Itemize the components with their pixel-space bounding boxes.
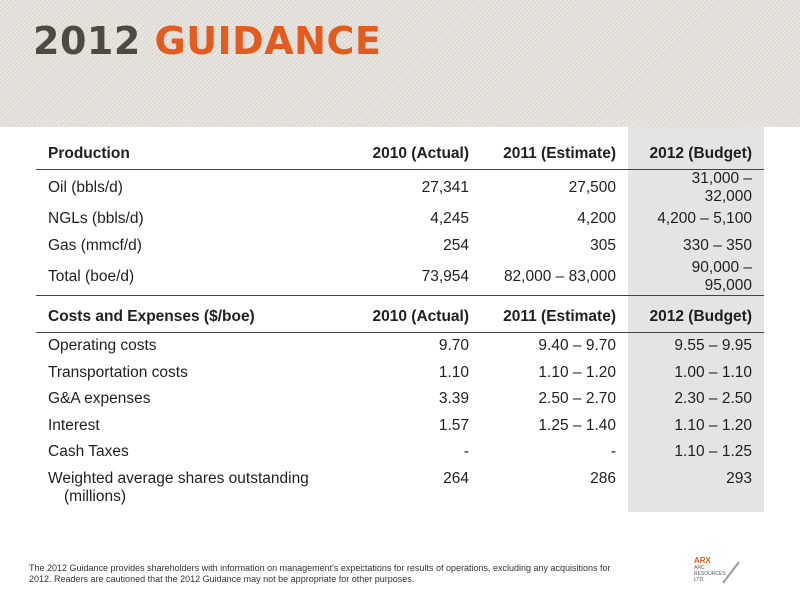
header-2010: 2010 (Actual): [356, 139, 481, 170]
title-year: 2012: [33, 19, 141, 63]
value-2012: 9.55 – 9.95: [674, 337, 752, 354]
value-2010: 27,341: [421, 179, 469, 196]
value-2011: 1.25 – 1.40: [538, 416, 616, 434]
value-2012: 1.10 – 1.20: [674, 416, 752, 434]
header-2010: 2010 (Actual): [356, 302, 481, 333]
row-label: Oil (bbls/d): [48, 179, 123, 196]
row-label: Operating costs: [48, 337, 157, 354]
value-2011: 286: [590, 469, 616, 487]
table-row: Transportation costs 1.10 1.10 – 1.20 1.…: [36, 360, 764, 387]
value-2011: 1.10 – 1.20: [538, 363, 616, 381]
row-label: G&A expenses: [48, 390, 151, 407]
value-2011: 82,000 – 83,000: [481, 259, 628, 296]
value-2012: 31,000 – 32,000: [691, 170, 752, 205]
value-2011: 305: [590, 236, 616, 254]
value-2010: 264: [443, 469, 469, 487]
table-row: Weighted average shares outstanding (mill…: [36, 466, 764, 506]
row-label: Weighted average shares outstanding (mill…: [36, 466, 356, 506]
value-2012: 1.10 – 1.25: [674, 443, 752, 460]
value-2012: 1.00 – 1.10: [674, 363, 752, 381]
row-label: Interest: [48, 416, 100, 434]
costs-header-label: Costs and Expenses ($/boe): [36, 302, 356, 333]
company-logo: ARX ARC RESOURCES LTD.: [694, 557, 744, 589]
value-2010: 73,954: [356, 259, 481, 296]
value-2012: 330 – 350: [683, 236, 752, 254]
value-2010: 1.10: [438, 363, 469, 381]
value-2011: -: [610, 443, 616, 460]
production-table: Production 2010 (Actual) 2011 (Estimate)…: [36, 139, 764, 296]
logo-brand: ARX: [694, 556, 711, 565]
value-2010: 9.70: [438, 337, 469, 354]
table-row: Cash Taxes - - 1.10 – 1.25: [36, 439, 764, 466]
title-word: GUIDANCE: [154, 19, 382, 63]
value-2011: 27,500: [568, 179, 616, 196]
logo-slash-icon: [722, 561, 740, 584]
header-2012: 2012 (Budget): [628, 302, 764, 333]
value-2010: 3.39: [438, 390, 469, 407]
value-2012: 90,000 – 95,000: [628, 259, 764, 296]
table-row: Oil (bbls/d) 27,341 27,500 31,000 – 32,0…: [36, 170, 764, 207]
costs-table: Costs and Expenses ($/boe) 2010 (Actual)…: [36, 302, 764, 506]
table-row: Gas (mmcf/d) 254 305 330 – 350: [36, 233, 764, 260]
production-header-row: Production 2010 (Actual) 2011 (Estimate)…: [36, 139, 764, 170]
table-row: G&A expenses 3.39 2.50 – 2.70 2.30 – 2.5…: [36, 386, 764, 413]
value-2011: 9.40 – 9.70: [538, 337, 616, 354]
value-2010: 254: [443, 236, 469, 254]
value-2012: 2.30 – 2.50: [674, 390, 752, 407]
value-2011: 2.50 – 2.70: [538, 390, 616, 407]
table-row: Interest 1.57 1.25 – 1.40 1.10 – 1.20: [36, 413, 764, 440]
row-label: Transportation costs: [48, 363, 188, 381]
value-2010: 4,245: [430, 210, 469, 228]
logo-line3: LTD.: [694, 577, 705, 583]
footnote: The 2012 Guidance provides shareholders …: [29, 563, 611, 584]
row-label: Gas (mmcf/d): [48, 236, 142, 254]
row-label: Cash Taxes: [48, 443, 129, 460]
table-row: Total (boe/d) 73,954 82,000 – 83,000 90,…: [36, 259, 764, 296]
production-header-label: Production: [36, 139, 356, 170]
logo-line2: RESOURCES: [694, 571, 726, 577]
title-banner: 2012 GUIDANCE: [0, 0, 800, 127]
row-label-line2: (millions): [64, 487, 126, 505]
value-2012: 293: [726, 469, 752, 487]
row-label: Total (boe/d): [36, 259, 356, 296]
header-2012: 2012 (Budget): [628, 139, 764, 170]
page-title: 2012 GUIDANCE: [33, 18, 381, 64]
costs-header-row: Costs and Expenses ($/boe) 2010 (Actual)…: [36, 302, 764, 333]
value-2010: 1.57: [438, 416, 469, 434]
value-2011: 4,200: [577, 210, 616, 228]
logo-line1: ARC: [694, 565, 705, 571]
value-2010: -: [463, 443, 469, 460]
table-row: NGLs (bbls/d) 4,245 4,200 4,200 – 5,100: [36, 206, 764, 233]
header-2011: 2011 (Estimate): [481, 302, 628, 333]
row-label-line1: Weighted average shares outstanding: [48, 469, 309, 487]
table-row: Operating costs 9.70 9.40 – 9.70 9.55 – …: [36, 333, 764, 360]
row-label: NGLs (bbls/d): [48, 210, 144, 228]
header-2011: 2011 (Estimate): [481, 139, 628, 170]
value-2012: 4,200 – 5,100: [657, 210, 752, 228]
